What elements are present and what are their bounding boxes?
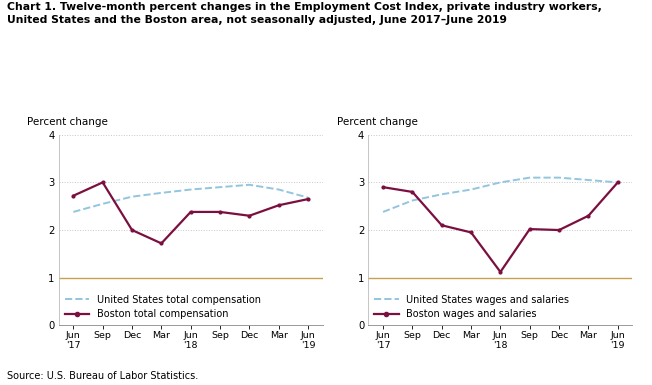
Line: Boston total compensation: Boston total compensation: [71, 180, 310, 246]
Text: Percent change: Percent change: [336, 117, 417, 127]
Boston wages and salaries: [467, 230, 475, 235]
Legend: United States wages and salaries, Boston wages and salaries: United States wages and salaries, Boston…: [370, 291, 573, 323]
Boston wages and salaries: [614, 180, 622, 185]
United States wages and salaries: [614, 180, 622, 185]
Boston wages and salaries: [379, 185, 387, 189]
United States wages and salaries: [555, 175, 563, 180]
Text: Percent change: Percent change: [27, 117, 108, 127]
United States wages and salaries: [408, 198, 416, 203]
United States total compensation: [216, 185, 224, 189]
Line: United States total compensation: United States total compensation: [73, 185, 308, 212]
Text: Chart 1. Twelve-month percent changes in the Employment Cost Index, private indu: Chart 1. Twelve-month percent changes in…: [7, 2, 601, 25]
Boston wages and salaries: [408, 190, 416, 194]
Boston total compensation: [304, 197, 312, 201]
United States total compensation: [275, 187, 283, 192]
United States wages and salaries: [438, 192, 446, 197]
Boston total compensation: [158, 241, 166, 246]
United States total compensation: [304, 195, 312, 200]
Line: United States wages and salaries: United States wages and salaries: [383, 177, 618, 212]
Boston total compensation: [69, 193, 77, 198]
United States wages and salaries: [379, 209, 387, 214]
Boston wages and salaries: [584, 213, 592, 218]
Boston total compensation: [128, 228, 136, 233]
United States total compensation: [128, 194, 136, 199]
United States total compensation: [245, 182, 253, 187]
United States total compensation: [99, 201, 107, 206]
Legend: United States total compensation, Boston total compensation: United States total compensation, Boston…: [61, 291, 265, 323]
Boston wages and salaries: [438, 223, 446, 228]
United States wages and salaries: [467, 187, 475, 192]
Boston wages and salaries: [497, 270, 505, 274]
Line: Boston wages and salaries: Boston wages and salaries: [381, 180, 620, 274]
Boston total compensation: [99, 180, 107, 185]
United States total compensation: [69, 209, 77, 214]
United States wages and salaries: [497, 180, 505, 185]
Boston wages and salaries: [555, 228, 563, 233]
United States total compensation: [186, 187, 194, 192]
Boston wages and salaries: [526, 227, 533, 231]
Boston total compensation: [186, 209, 194, 214]
United States total compensation: [158, 191, 166, 195]
Boston total compensation: [275, 203, 283, 208]
Boston total compensation: [216, 209, 224, 214]
United States wages and salaries: [584, 178, 592, 182]
Boston total compensation: [245, 213, 253, 218]
Text: Source: U.S. Bureau of Labor Statistics.: Source: U.S. Bureau of Labor Statistics.: [7, 371, 198, 381]
United States wages and salaries: [526, 175, 533, 180]
